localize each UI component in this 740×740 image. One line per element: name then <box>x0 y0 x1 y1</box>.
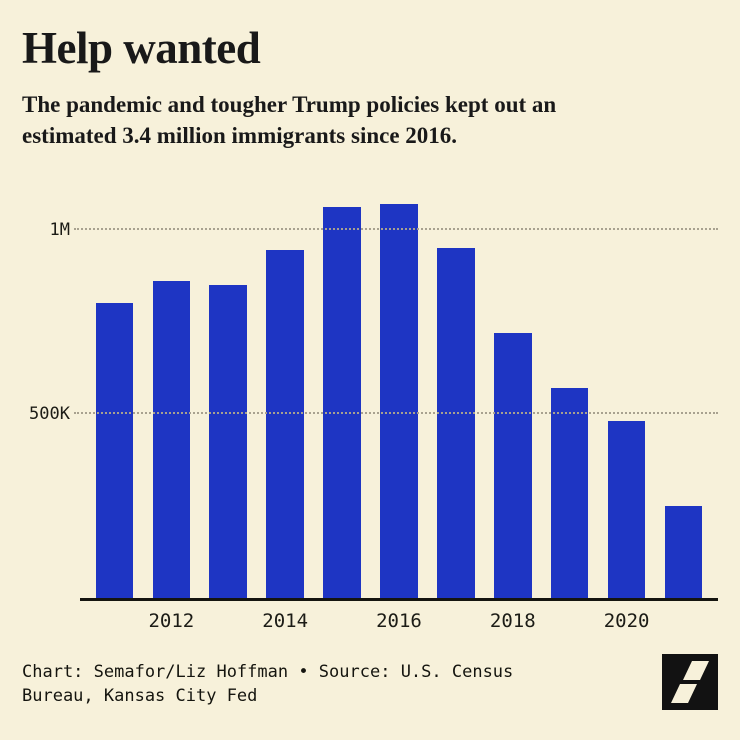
bar-slot-2011 <box>86 193 143 598</box>
bar-slot-2014 <box>257 193 314 598</box>
x-tick-empty <box>655 610 712 632</box>
x-tick-label-2014: 2014 <box>262 609 309 632</box>
bar-2012 <box>152 281 191 598</box>
x-tick-label-2016: 2016 <box>376 609 422 632</box>
x-tick-empty <box>200 610 257 632</box>
bar-2014 <box>266 249 304 598</box>
semafor-logo-mark-bottom <box>671 683 697 703</box>
plot-area: 1M 500K <box>29 193 718 601</box>
chart-title: Help wanted <box>22 23 261 73</box>
chart-credit: Chart: Semafor/Liz Hoffman • Source: U.S… <box>22 661 514 707</box>
x-tick-label-2012: 2012 <box>148 609 195 632</box>
bar-slot-2013 <box>200 193 257 598</box>
x-tick-empty <box>541 610 598 632</box>
bar-2016 <box>380 203 418 598</box>
bar-slot-2018 <box>484 193 541 598</box>
bar-2011 <box>95 303 134 598</box>
x-axis-labels: 2012 2014 2016 2018 2020 <box>80 610 718 632</box>
x-tick-label-2020: 2020 <box>603 609 650 632</box>
x-tick-empty <box>86 610 143 632</box>
bar-slot-2020 <box>598 193 655 598</box>
semafor-logo-mark-top <box>683 660 709 680</box>
bars-row <box>80 193 718 598</box>
semafor-logo <box>662 653 718 710</box>
x-tick-empty <box>314 610 371 632</box>
y-tick-label-500K: 500K <box>29 403 70 424</box>
bar-slot-2019 <box>541 193 598 598</box>
bar-chart: 1M 500K 2012 2014 2016 2018 2020 <box>22 193 718 632</box>
bar-slot-2012 <box>143 193 200 598</box>
footer: Chart: Semafor/Liz Hoffman • Source: U.S… <box>22 653 718 710</box>
x-tick-empty <box>427 610 484 632</box>
bar-2015 <box>323 207 361 598</box>
bar-slot-2015 <box>314 193 371 598</box>
gridline-500K <box>74 411 718 414</box>
bar-2020 <box>607 420 646 598</box>
x-tick-label-2018: 2018 <box>489 609 536 632</box>
bar-2013 <box>209 284 248 598</box>
bar-2019 <box>550 387 589 598</box>
bar-slot-2016 <box>371 193 428 598</box>
bar-slot-2021 <box>655 193 712 598</box>
y-tick-label-1M: 1M <box>49 219 70 240</box>
bar-2018 <box>494 332 532 598</box>
gridline-1M <box>74 227 718 230</box>
semafor-logo-square <box>662 653 718 710</box>
bar-2021 <box>664 505 703 598</box>
bar-2017 <box>437 247 475 598</box>
bar-slot-2017 <box>427 193 484 598</box>
chart-subtitle: The pandemic and tougher Trump policies … <box>22 91 557 148</box>
